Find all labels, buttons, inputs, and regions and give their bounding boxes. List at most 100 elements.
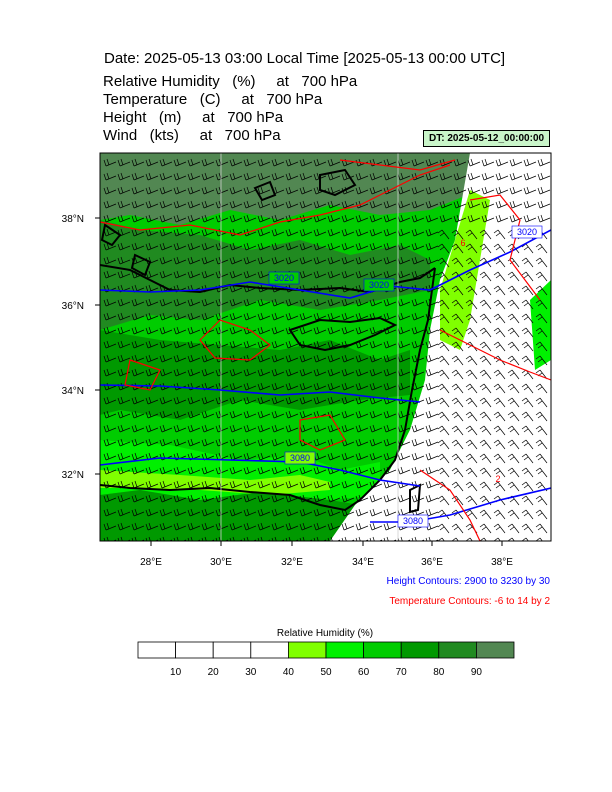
wind-barb (521, 481, 534, 492)
wind-barb (173, 508, 187, 517)
wind-barb (383, 242, 397, 251)
wind-barb (145, 438, 159, 447)
wind-barb (313, 480, 327, 489)
wind-barb (535, 453, 548, 464)
wind-barb (173, 340, 187, 349)
wind-barb (131, 298, 145, 307)
wind-barb (453, 158, 467, 167)
wind-barb (145, 242, 159, 251)
lon-label: 32°E (281, 557, 303, 568)
wind-barb (103, 340, 117, 349)
wind-barb (425, 172, 439, 181)
wind-barb (285, 522, 299, 531)
wind-barb (535, 467, 548, 478)
wind-barb (243, 158, 257, 167)
wind-barb (243, 326, 257, 335)
wind-barb (341, 480, 355, 489)
wind-barb (425, 214, 439, 223)
wind-barb (117, 438, 131, 447)
wind-barb (355, 466, 369, 475)
wind-barb (159, 242, 173, 251)
wind-barb (313, 438, 327, 447)
wind-barb (313, 200, 327, 209)
wind-barb (507, 481, 520, 492)
wind-barb (493, 411, 506, 422)
wind-barb (145, 522, 159, 531)
wind-barb (257, 228, 271, 237)
wind-barb (131, 452, 145, 461)
wind-barb (243, 200, 257, 209)
wind-barb (201, 494, 215, 503)
wind-barb (465, 299, 478, 310)
wind-barb (507, 453, 520, 464)
wind-barb (299, 396, 313, 405)
wind-barb (243, 256, 257, 265)
wind-barb (535, 355, 548, 366)
wind-barb (451, 243, 464, 254)
wind-barb (537, 200, 551, 209)
wind-barb (507, 397, 520, 408)
wind-barb (437, 439, 450, 450)
wind-barb (271, 200, 285, 209)
wind-barb (451, 327, 464, 338)
wind-barb (257, 214, 271, 223)
wind-barb (369, 382, 383, 391)
wind-barb (145, 508, 159, 517)
wind-barb (341, 410, 355, 419)
wind-barb (145, 228, 159, 237)
wind-barb (355, 228, 369, 237)
wind-barb (327, 228, 341, 237)
wind-barb (507, 369, 520, 380)
wind-barb (411, 424, 425, 433)
wind-barb (451, 411, 464, 422)
colorbar-swatch (363, 641, 402, 659)
wind-barb (355, 480, 369, 489)
wind-barb (103, 298, 117, 307)
wind-barb (159, 424, 173, 433)
wind-barb (201, 466, 215, 475)
wind-barb (229, 368, 243, 377)
wind-barb (355, 424, 369, 433)
wind-barb (285, 508, 299, 517)
wind-barb (493, 285, 506, 296)
wind-barb (465, 439, 478, 450)
wind-barb (299, 312, 313, 321)
wind-barb (479, 523, 492, 534)
wind-barb (493, 243, 506, 254)
wind-barb (383, 508, 397, 517)
wind-barb (411, 312, 425, 321)
wind-barb (201, 438, 215, 447)
wind-barb (117, 340, 131, 349)
wind-barb (159, 312, 173, 321)
axis-ticks (95, 217, 503, 546)
wind-barb (535, 439, 548, 450)
wind-barb (201, 424, 215, 433)
wind-barb (383, 158, 397, 167)
wind-barb (285, 382, 299, 391)
wind-barb (271, 494, 285, 503)
wind-barb (285, 200, 299, 209)
wind-barb (187, 340, 201, 349)
wind-barb (479, 341, 492, 352)
wind-barb (383, 494, 397, 503)
wind-barb (271, 242, 285, 251)
wind-barb (411, 158, 425, 167)
wind-barb (257, 256, 271, 265)
wind-barb (103, 410, 117, 419)
wind-barb (103, 256, 117, 265)
wind-barb (117, 368, 131, 377)
wind-barb (465, 257, 478, 268)
wind-barb (327, 480, 341, 489)
wind-barb (117, 410, 131, 419)
wind-barb (425, 256, 439, 265)
wind-barb (145, 410, 159, 419)
wind-barb (187, 508, 201, 517)
wind-barb (465, 509, 478, 520)
wind-barb (327, 494, 341, 503)
wind-barb (187, 494, 201, 503)
wind-barb (145, 480, 159, 489)
wind-barb (103, 396, 117, 405)
wind-barb (535, 313, 548, 324)
wind-barb (383, 186, 397, 195)
wind-barb (479, 355, 492, 366)
